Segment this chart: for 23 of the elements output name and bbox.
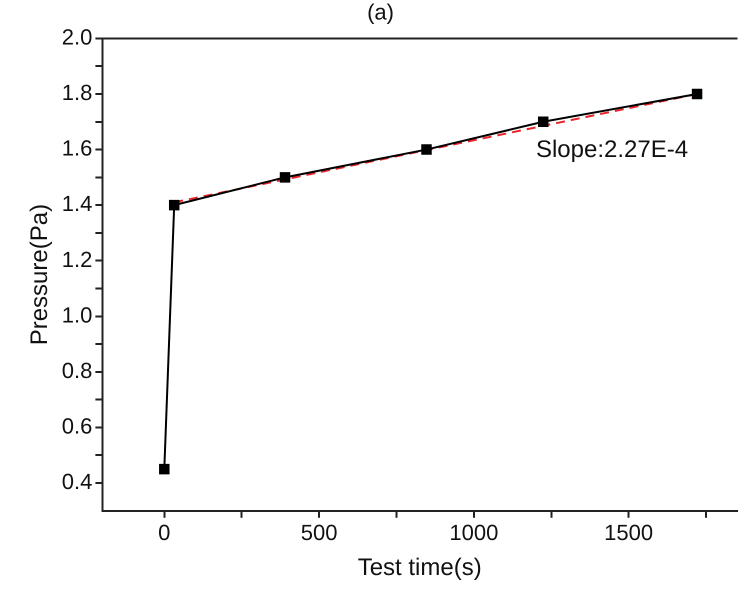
x-axis-title: Test time(s) — [358, 554, 482, 582]
y-tick-label: 1.2 — [62, 246, 92, 272]
point — [280, 172, 290, 183]
x-tick-label: 1500 — [604, 520, 654, 546]
y-tick-label: 0.4 — [62, 469, 92, 494]
y-tick-label: 1.6 — [62, 136, 92, 161]
annotation: Slope:2.27E-4 — [536, 136, 688, 164]
point — [692, 88, 702, 100]
y-tick-label: 0.6 — [62, 414, 92, 438]
x-tick-label: 0 — [158, 520, 170, 546]
point — [168, 200, 180, 210]
y-tick-label: 1.0 — [62, 302, 92, 328]
y-tick-label: 1.4 — [62, 191, 92, 216]
y-tick-label: 2.0 — [62, 24, 92, 50]
x-tick-label: 1000 — [449, 520, 498, 546]
x-tick-label: 500 — [300, 520, 338, 546]
y-axis-title: Pressure(Pa) — [26, 204, 54, 346]
y-tick-label: 0.8 — [62, 358, 92, 383]
y-tick-label: 1.8 — [62, 80, 92, 106]
point — [538, 116, 548, 128]
point — [421, 144, 432, 155]
chart-title: (a) — [367, 0, 394, 24]
point — [159, 464, 170, 474]
